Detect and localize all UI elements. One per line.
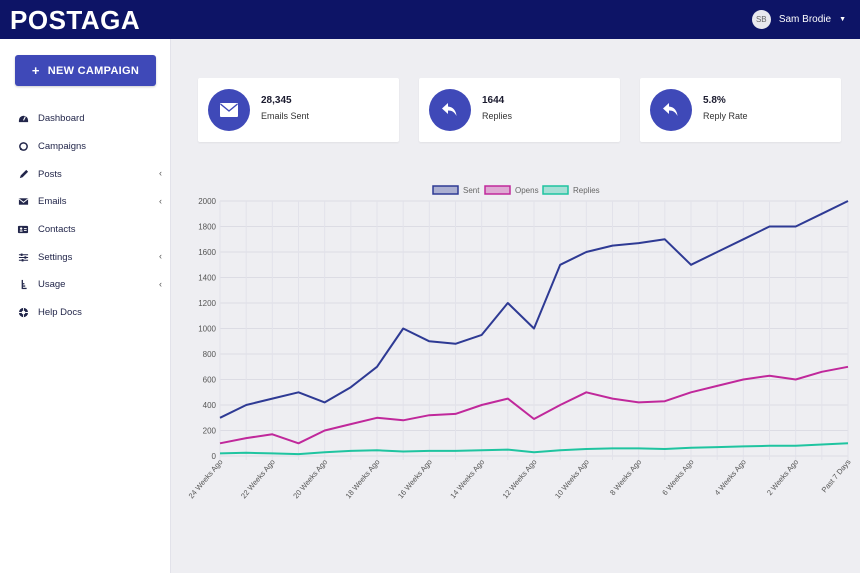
user-name: Sam Brodie [778, 14, 832, 25]
series-line-sent [219, 200, 849, 419]
y-tick-label: 1400 [198, 274, 216, 283]
stat-label: Reply Rate [703, 111, 748, 121]
reply-icon [650, 89, 692, 131]
legend-swatch-sent [432, 185, 459, 195]
new-campaign-label: NEW CAMPAIGN [47, 64, 140, 77]
sidebar-item-posts[interactable]: Posts ‹ [0, 160, 171, 188]
contact-card-icon [17, 224, 29, 236]
stat-value: 28,345 [261, 95, 292, 106]
sidebar-item-label: Help Docs [38, 307, 82, 319]
y-tick-label: 1600 [198, 248, 216, 257]
avatar: SB [751, 10, 771, 29]
sidebar-item-label: Posts [38, 168, 62, 180]
sidebar-item-emails[interactable]: Emails ‹ [0, 188, 171, 216]
y-tick-label: 400 [203, 401, 217, 410]
sidebar-item-help-docs[interactable]: Help Docs [0, 299, 171, 327]
sync-icon [17, 141, 29, 153]
series-line-opens [219, 365, 849, 445]
x-tick-label: 14 Weeks Ago [448, 458, 486, 501]
x-tick-label: 6 Weeks Ago [660, 458, 695, 498]
x-tick-label: 2 Weeks Ago [765, 458, 800, 498]
reply-icon [429, 89, 471, 131]
postaga-logo[interactable]: POSTAGA [10, 4, 141, 35]
y-tick-label: 0 [212, 452, 217, 461]
sidebar-nav: Dashboard Campaigns Posts ‹ Emails ‹ Contacts S… [0, 105, 171, 327]
x-tick-label: 12 Weeks Ago [501, 458, 539, 501]
y-tick-label: 800 [203, 350, 217, 359]
x-tick-label: 10 Weeks Ago [553, 458, 591, 501]
sidebar-item-dashboard[interactable]: Dashboard [0, 105, 171, 133]
sidebar: + NEW CAMPAIGN Dashboard Campaigns Posts ‹ E… [0, 39, 171, 573]
pencil-icon [17, 168, 29, 180]
y-tick-label: 1200 [198, 299, 216, 308]
legend-label-replies: Replies [573, 186, 600, 195]
top-navbar: POSTAGA SB Sam Brodie ▼ [0, 0, 860, 39]
x-tick-label: 20 Weeks Ago [291, 458, 329, 501]
campaign-line-chart: 0 200 400 600 800 1000 1200 1400 1600 1800 2000 24 … [187, 185, 853, 501]
sidebar-item-usage[interactable]: Usage ‹ [0, 271, 171, 299]
sidebar-item-contacts[interactable]: Contacts [0, 216, 171, 244]
sidebar-item-label: Dashboard [38, 113, 85, 125]
sidebar-item-label: Campaigns [38, 141, 87, 153]
y-tick-label: 200 [203, 427, 217, 436]
x-tick-label: Past 7 Days [820, 457, 853, 494]
y-tick-label: 2000 [198, 197, 216, 206]
y-tick-label: 600 [203, 376, 217, 385]
x-tick-label: 8 Weeks Ago [608, 458, 643, 498]
legend-label-sent: Sent [463, 186, 480, 195]
chevron-left-icon: ‹ [159, 251, 162, 262]
sidebar-item-label: Emails [38, 196, 67, 208]
sidebar-item-label: Usage [38, 279, 66, 291]
envelope-icon [208, 89, 250, 131]
x-tick-label: 16 Weeks Ago [396, 458, 434, 501]
chevron-left-icon: ‹ [159, 168, 162, 179]
plus-icon: + [31, 63, 40, 78]
stat-card-reply-rate: 5.8% Reply Rate [640, 78, 841, 142]
legend-label-opens: Opens [515, 186, 539, 195]
user-menu[interactable]: SB Sam Brodie ▼ [751, 10, 846, 29]
stat-value: 5.8% [703, 95, 726, 106]
chevron-left-icon: ‹ [159, 279, 162, 290]
legend-swatch-replies [542, 185, 569, 195]
sidebar-item-settings[interactable]: Settings ‹ [0, 243, 171, 271]
sidebar-item-label: Contacts [38, 224, 76, 236]
sliders-icon [17, 251, 29, 263]
x-tick-label: 22 Weeks Ago [239, 458, 277, 501]
x-tick-label: 18 Weeks Ago [344, 458, 382, 501]
dashboard-icon [17, 113, 29, 125]
caret-down-icon: ▼ [839, 16, 846, 23]
series-line-replies [219, 442, 849, 456]
x-tick-label: 4 Weeks Ago [713, 458, 748, 498]
logo-text: POSTAGA [10, 4, 141, 35]
lifebuoy-icon [17, 307, 29, 319]
stat-label: Replies [482, 111, 513, 121]
bar-chart-icon [17, 279, 29, 291]
stat-card-emails-sent: 28,345 Emails Sent [198, 78, 399, 142]
sidebar-item-campaigns[interactable]: Campaigns [0, 133, 171, 161]
stat-value: 1644 [482, 95, 505, 106]
x-tick-label: 24 Weeks Ago [187, 458, 225, 501]
sidebar-item-label: Settings [38, 251, 73, 263]
new-campaign-button[interactable]: + NEW CAMPAIGN [15, 55, 156, 86]
chevron-left-icon: ‹ [159, 196, 162, 207]
stat-card-replies: 1644 Replies [419, 78, 620, 142]
envelope-icon [17, 196, 29, 208]
y-tick-label: 1800 [198, 223, 216, 232]
stat-label: Emails Sent [261, 111, 310, 121]
y-tick-label: 1000 [198, 325, 216, 334]
legend-swatch-opens [484, 185, 511, 195]
